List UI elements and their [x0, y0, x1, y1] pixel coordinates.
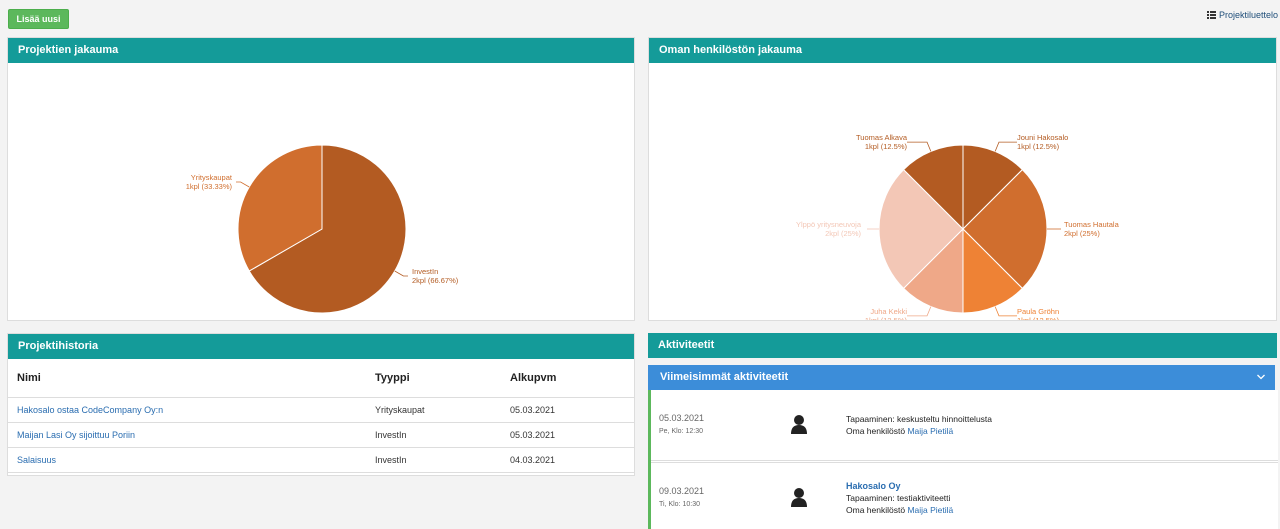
activity-date: 09.03.2021 [659, 486, 705, 496]
project-list-link[interactable]: Projektiluettelo [1206, 10, 1278, 20]
table-row: Salaisuus InvestIn 04.03.2021 [8, 447, 634, 473]
table-row: Maijan Lasi Oy sijoittuu Poriin InvestIn… [8, 422, 634, 448]
company-link[interactable]: Hakosalo Oy [846, 481, 901, 491]
pie-slice-value: 1kpl (12.5%) [1017, 316, 1060, 320]
pie-slice-name: Juha Kekki [870, 307, 907, 316]
column-header-start-date: Alkupvm [501, 359, 634, 398]
activity-text: Hakosalo Oy Tapaaminen: testiaktiviteett… [846, 480, 953, 516]
activity-list: 05.03.2021 Pe, Klo: 12:30 Tapaaminen: ke… [648, 390, 1278, 529]
pie-label-leader [907, 306, 932, 317]
project-link[interactable]: Hakosalo ostaa CodeCompany Oy:n [17, 404, 164, 415]
table-row: Hakosalo ostaa CodeCompany Oy:n Yrityska… [8, 397, 634, 423]
user-icon [791, 488, 807, 507]
activity-time: Ti, Klo: 10:30 [659, 501, 700, 508]
project-type: Yrityskaupat [366, 397, 501, 423]
activity-item[interactable]: 09.03.2021 Ti, Klo: 10:30 Hakosalo Oy Ta… [651, 462, 1278, 529]
project-date: 05.03.2021 [501, 397, 634, 423]
project-link[interactable]: Salaisuus [17, 454, 57, 465]
activity-staff: Oma henkilöstö Maija Pietilä [846, 504, 953, 516]
history-table: Nimi Tyyppi Alkupvm Hakosalo ostaa CodeC… [8, 359, 634, 473]
activity-description: Tapaaminen: testiaktiviteetti [846, 493, 951, 503]
chevron-down-icon[interactable] [1257, 373, 1265, 381]
projects-distribution-panel: Projektien jakauma InvestIn 2kpl (66.67%)… [7, 37, 635, 321]
column-header-name: Nimi [8, 359, 366, 398]
column-header-type: Tyyppi [366, 359, 501, 398]
staff-link[interactable]: Maija Pietilä [907, 505, 954, 515]
pie-slice-name: Yrityskaupat [191, 173, 233, 182]
activity-description: Tapaaminen: keskusteltu hinnoittelusta [846, 414, 993, 424]
pie-label-leader [994, 306, 1017, 317]
project-list-label: Projektiluettelo [1218, 10, 1278, 20]
project-date: 05.03.2021 [501, 422, 634, 448]
pie-slice [248, 144, 407, 314]
pie-slice-value: 2kpl (66.67%) [412, 276, 459, 285]
pie-label-leader [994, 141, 1017, 152]
pie-slice-name: InvestIn [412, 267, 438, 276]
project-history-panel: Projektihistoria Nimi Tyyppi Alkupvm Hak… [7, 333, 635, 476]
activity-staff: Oma henkilöstö Maija Pietilä [846, 425, 992, 437]
pie-slice-name: Jouni Hakosalo [1017, 133, 1068, 142]
pie-slice-value: 2kpl (25%) [825, 229, 861, 238]
staff-distribution-panel: Oman henkilöstön jakauma Jouni Hakosalo 1… [648, 37, 1277, 321]
project-type: InvestIn [366, 422, 501, 448]
pie-slice-name: Ylppö yritysneuvoja [796, 220, 862, 229]
panel-title: Projektien jakauma [8, 38, 634, 63]
pie-slice-name: Tuomas Hautala [1064, 220, 1120, 229]
panel-title: Aktiviteetit [648, 333, 1277, 358]
activity-time: Pe, Klo: 12:30 [659, 428, 703, 435]
staff-prefix: Oma henkilöstö [846, 426, 906, 436]
pie-label-leader [907, 141, 932, 152]
pie-label-leader [236, 181, 250, 188]
pie-slice [902, 144, 964, 231]
pie-slice-name: Tuomas Alkava [856, 133, 908, 142]
pie-slice [962, 227, 1024, 314]
pie-slice-value: 2kpl (25%) [1064, 229, 1100, 238]
pie-slice-value: 1kpl (33.33%) [186, 182, 233, 191]
project-date: 04.03.2021 [501, 447, 634, 473]
panel-title: Projektihistoria [8, 334, 634, 359]
pie-slice-value: 1kpl (12.5%) [1017, 142, 1060, 151]
list-icon [1206, 11, 1216, 19]
staff-prefix: Oma henkilöstö [846, 505, 906, 515]
activity-text: Tapaaminen: keskusteltu hinnoittelusta O… [846, 413, 992, 437]
pie-slice [962, 144, 1024, 231]
pie-slice [902, 227, 964, 314]
pie-slice-value: 1kpl (12.5%) [865, 316, 908, 320]
user-icon [791, 415, 807, 434]
activities-panel: Aktiviteetit Viimeisimmät aktiviteetit 0… [648, 333, 1278, 529]
recent-activities-header[interactable]: Viimeisimmät aktiviteetit [648, 365, 1275, 390]
activity-item[interactable]: 05.03.2021 Pe, Klo: 12:30 Tapaaminen: ke… [651, 390, 1278, 461]
staff-link[interactable]: Maija Pietilä [907, 426, 954, 436]
pie-slice-name: Paula Gröhn [1017, 307, 1059, 316]
recent-activities-title: Viimeisimmät aktiviteetit [660, 371, 789, 383]
project-link[interactable]: Maijan Lasi Oy sijoittuu Poriin [17, 429, 136, 440]
add-new-button[interactable]: Lisää uusi [8, 9, 69, 29]
panel-title: Oman henkilöstön jakauma [649, 38, 1276, 63]
pie-label-leader [394, 270, 408, 277]
project-type: InvestIn [366, 447, 501, 473]
activity-date: 05.03.2021 [659, 413, 705, 423]
pie-slice-value: 1kpl (12.5%) [865, 142, 908, 151]
